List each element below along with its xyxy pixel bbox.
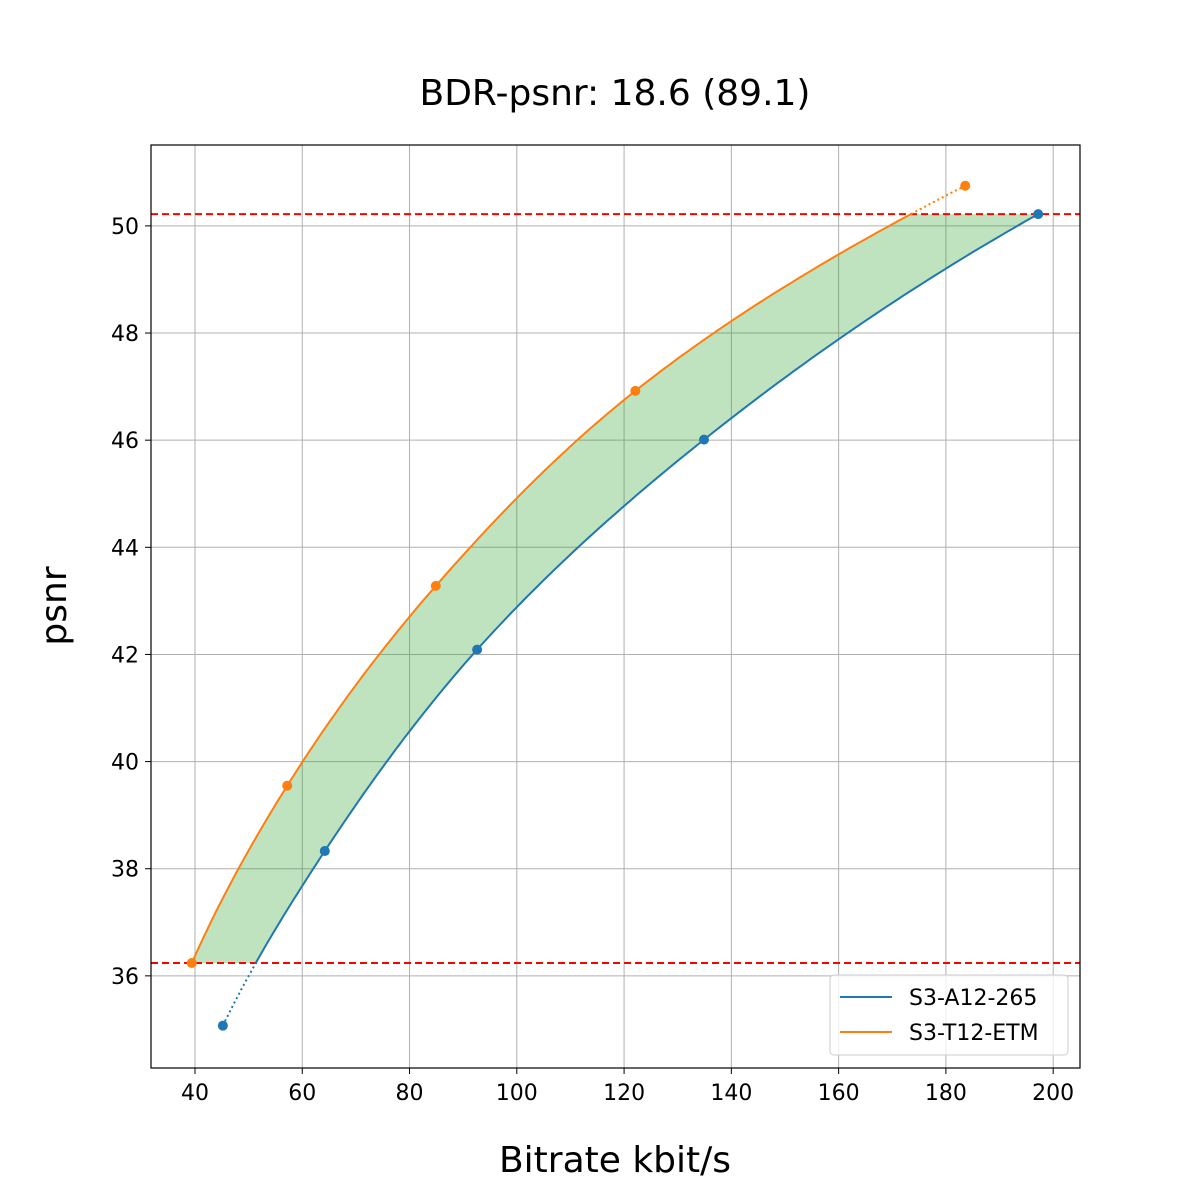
x-tick-label: 200 — [1032, 1081, 1074, 1106]
legend-label-1: S3-T12-ETM — [909, 1021, 1039, 1046]
ticks: 40 60 80 100 120 140 160 180 200 36 38 40 42 44 46 48 50 — [111, 215, 1074, 1106]
data-points — [186, 180, 1044, 1031]
data-point-0 — [699, 434, 710, 445]
bd-fill-region — [191, 214, 1039, 964]
x-tick-label: 60 — [288, 1081, 316, 1106]
x-tick-label: 80 — [396, 1081, 424, 1106]
x-tick-label: 100 — [496, 1081, 538, 1106]
y-tick-label: 46 — [111, 429, 139, 454]
y-axis-label: psnr — [34, 566, 75, 645]
legend-label-0: S3-A12-265 — [909, 986, 1037, 1011]
data-point-1 — [960, 180, 971, 191]
y-tick-label: 50 — [111, 215, 139, 240]
legend-box — [829, 974, 1069, 1056]
x-axis-label: Bitrate kbit/s — [499, 1140, 731, 1181]
y-tick-label: 40 — [111, 751, 139, 776]
data-point-0 — [472, 644, 483, 655]
legend: S3-A12-265 S3-T12-ETM — [829, 974, 1069, 1056]
grid — [151, 145, 1080, 1068]
x-tick-label: 160 — [818, 1081, 860, 1106]
x-tick-label: 140 — [710, 1081, 752, 1106]
y-tick-label: 48 — [111, 322, 139, 347]
bd-area — [191, 214, 1039, 964]
data-point-1 — [430, 580, 441, 591]
data-point-1 — [186, 958, 197, 969]
x-tick-label: 180 — [925, 1081, 967, 1106]
data-point-0 — [319, 846, 330, 857]
threshold-lines — [151, 213, 1080, 965]
data-point-0 — [1033, 209, 1044, 220]
y-tick-label: 36 — [111, 965, 139, 990]
y-tick-label: 44 — [111, 536, 139, 561]
x-tick-label: 40 — [181, 1081, 209, 1106]
series-extrapolation-0 — [221, 962, 257, 1027]
series-extrapolation-1 — [910, 184, 966, 215]
data-point-0 — [217, 1020, 228, 1031]
data-point-1 — [630, 385, 641, 396]
chart-title: BDR-psnr: 18.6 (89.1) — [420, 73, 811, 114]
y-tick-label: 42 — [111, 643, 139, 668]
data-point-1 — [282, 780, 293, 791]
series-line-0 — [254, 213, 1039, 964]
plot-frame — [150, 144, 1081, 1069]
curves — [190, 184, 1039, 1027]
y-tick-label: 38 — [111, 858, 139, 883]
x-tick-label: 120 — [603, 1081, 645, 1106]
